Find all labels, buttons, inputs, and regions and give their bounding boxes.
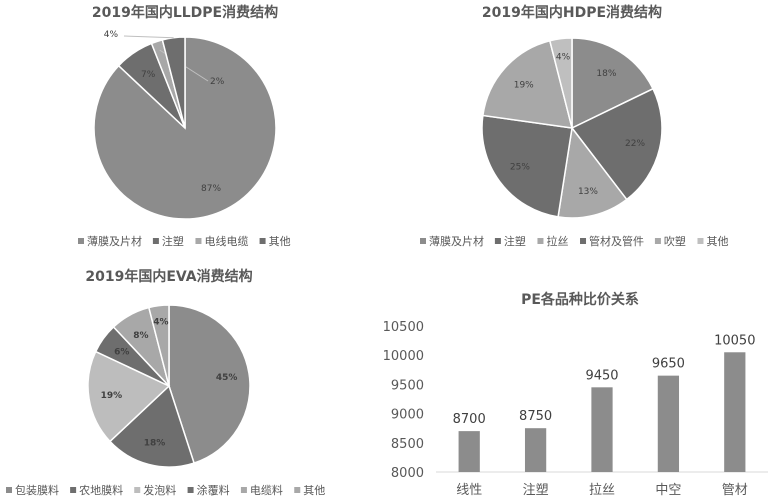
leader-line — [123, 35, 174, 39]
legend-label: 吹塑 — [664, 234, 686, 248]
x-tick-label: 线性 — [456, 483, 482, 498]
y-tick-label: 8000 — [391, 466, 424, 481]
legend-swatch — [494, 238, 501, 244]
pie-slice — [557, 126, 628, 219]
pie-slice — [87, 350, 171, 443]
data-label: 2% — [210, 77, 225, 87]
legend-label: 包装膜料 — [15, 483, 59, 497]
y-tick-label: 9500 — [391, 378, 424, 393]
legend-label: 电缆料 — [250, 483, 283, 497]
pie-slice — [570, 87, 663, 201]
legend-swatch — [240, 487, 247, 493]
data-label: 18% — [144, 438, 166, 448]
bar — [591, 387, 613, 472]
pie-slice — [548, 37, 573, 129]
data-label: 4% — [556, 53, 571, 63]
bar-value-label: 9450 — [585, 368, 618, 383]
bar — [524, 428, 547, 472]
data-label: 13% — [578, 187, 598, 197]
pie-slice — [482, 39, 574, 129]
legend-label: 薄膜及片材 — [87, 234, 142, 248]
legend-swatch — [580, 238, 587, 244]
legend-label: 农地膜料 — [79, 483, 123, 497]
x-tick-label: 管材 — [722, 483, 748, 498]
pie-chart-hdpe: 2019年国内HDPE消费结构 18% 22% 13% 25% 19% 4% 薄膜及片材 注塑 拉… — [420, 4, 728, 248]
bar — [724, 352, 746, 472]
bar — [657, 375, 680, 472]
bar-value-label: 8700 — [453, 412, 486, 427]
x-tick-label: 中空 — [655, 483, 681, 498]
y-tick-label: 10000 — [383, 349, 424, 364]
bar-value-label: 8750 — [519, 409, 552, 424]
legend-label: 电线电缆 — [204, 234, 248, 248]
legend-label: 拉丝 — [546, 234, 568, 248]
y-tick-label: 10500 — [383, 320, 424, 335]
bar-value-label: 9650 — [652, 357, 685, 372]
data-label: 7% — [141, 70, 156, 80]
data-label: 19% — [101, 391, 123, 401]
legend-swatch — [654, 238, 661, 244]
legend-label: 涂覆料 — [197, 483, 230, 497]
legend-label: 注塑 — [504, 234, 526, 248]
legend-swatch — [259, 238, 266, 244]
chart-title: 2019年国内HDPE消费结构 — [482, 4, 662, 21]
y-tick-label: 8500 — [391, 437, 424, 452]
legend-label: 其他 — [269, 235, 291, 248]
legend-label: 其他 — [303, 484, 325, 497]
bar-value-label: 10050 — [714, 333, 755, 348]
data-label: 45% — [216, 373, 238, 383]
legend-swatch — [78, 238, 84, 244]
legend-swatch — [187, 487, 194, 493]
legend-swatch — [195, 238, 202, 244]
data-label: 87% — [201, 184, 221, 194]
data-label: 19% — [514, 81, 534, 91]
legend-swatch — [6, 487, 12, 493]
legend-swatch — [294, 487, 301, 493]
legend-label: 发泡料 — [143, 483, 176, 497]
legend-label: 薄膜及片材 — [429, 234, 484, 248]
legend-swatch — [70, 487, 77, 493]
legend-swatch — [134, 487, 141, 493]
legend-label: 其他 — [706, 235, 728, 248]
data-label: 18% — [596, 69, 616, 79]
chart-title: PE各品种比价关系 — [521, 291, 639, 308]
data-label: 4% — [104, 30, 119, 40]
x-tick-label: 拉丝 — [589, 483, 615, 498]
pie-slice — [481, 114, 573, 218]
pie-chart-eva: 2019年国内EVA消费结构 45% 18% 19% 6% 8% 4% 包装膜料 农地膜料 发泡料… — [6, 268, 325, 497]
data-label: 6% — [114, 348, 129, 358]
pie-slice — [108, 384, 195, 468]
y-tick-label: 9000 — [391, 408, 424, 423]
legend-label: 管材及管件 — [589, 234, 644, 248]
legend-label: 注塑 — [162, 234, 184, 248]
legend-swatch — [697, 238, 704, 244]
data-label: 4% — [153, 318, 168, 328]
pie-chart-lldpe: 2019年国内LLDPE消费结构 87% 7% 2% 4% 薄膜及片材 注塑 电线电缆 其他 — [78, 4, 291, 248]
pie-slice — [571, 37, 655, 130]
pie-slice — [168, 304, 251, 464]
bar — [458, 431, 480, 472]
data-label: 8% — [133, 331, 148, 341]
pie-slice — [147, 304, 170, 387]
data-label: 22% — [625, 139, 645, 149]
legend-swatch — [152, 238, 159, 244]
chart-title: 2019年国内LLDPE消费结构 — [92, 4, 278, 21]
legend-swatch — [537, 238, 544, 244]
chart-title: 2019年国内EVA消费结构 — [85, 268, 252, 285]
bar-chart-pe-price: PE各品种比价关系 8000 8500 9000 9500 10000 10500 8700 线… — [383, 291, 768, 498]
legend-swatch — [420, 238, 426, 244]
x-tick-label: 注塑 — [523, 483, 549, 498]
data-label: 25% — [510, 163, 530, 173]
